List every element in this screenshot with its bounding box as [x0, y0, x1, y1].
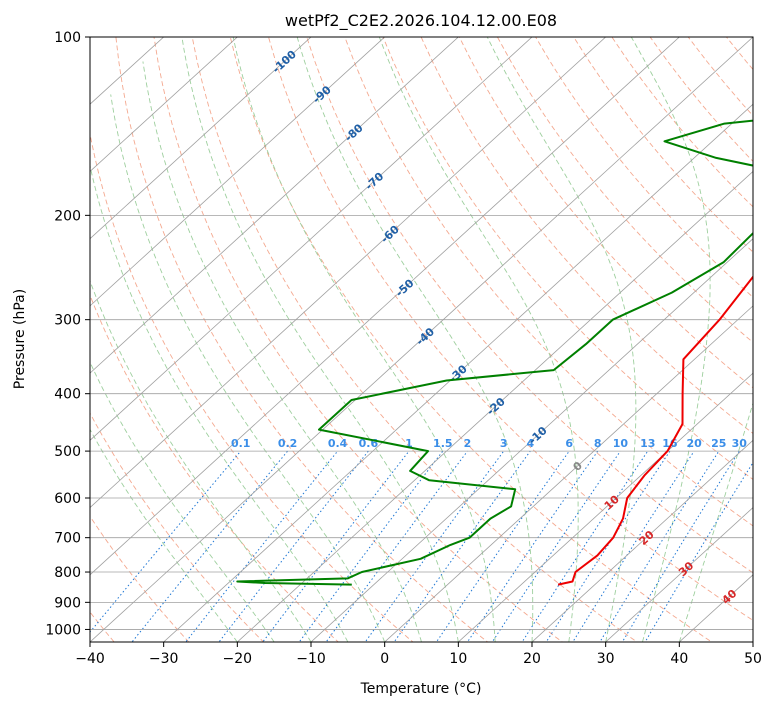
dewpoint-profile-line: [236, 119, 753, 586]
dry-adiabat-line: [90, 412, 265, 642]
moist-adiabat-line: [678, 401, 753, 642]
sounding-series: [236, 119, 753, 586]
mixing-ratio-label: 8: [594, 437, 602, 450]
y-tick-label: 300: [54, 313, 81, 329]
y-tick-label: 400: [54, 387, 81, 403]
isotherm-line: [90, 37, 533, 441]
moist-adiabat-line: [90, 163, 349, 642]
x-tick-label: 50: [744, 651, 762, 667]
x-axis-label: Temperature (°C): [360, 681, 482, 697]
temperature-profile-line: [557, 275, 753, 586]
mixing-ratio-label: 4: [526, 437, 534, 450]
x-tick-label: 0: [380, 651, 389, 667]
chart-title: wetPf2_C2E2.2026.104.12.00.E08: [285, 11, 557, 31]
isotherm-line: [163, 103, 753, 642]
isotherm-line: [90, 37, 607, 509]
dry-adiabat-line: [90, 131, 414, 642]
isotherm-line: [90, 37, 238, 172]
isotherm-line: [90, 37, 680, 576]
isotherm-line: [90, 37, 753, 642]
mixing-ratio-label: 1.5: [433, 437, 453, 450]
y-tick-label: 100: [54, 30, 81, 46]
moist-adiabat-line: [296, 37, 534, 642]
isobars: [90, 37, 753, 630]
isotherm-line: [384, 305, 753, 642]
y-tick-label: 1000: [45, 622, 81, 638]
isotherm-line: [90, 37, 312, 240]
y-tick-label: 500: [54, 444, 81, 460]
moist-adiabat-line: [378, 37, 579, 642]
x-tick-label: 20: [523, 651, 541, 667]
x-tick-label: −30: [149, 651, 179, 667]
isotherm-line: [310, 238, 753, 642]
isotherm-line: [531, 439, 753, 642]
plot-frame: [89, 36, 754, 643]
mixing-ratio-label: 25: [711, 437, 726, 450]
y-tick-label: 700: [54, 531, 81, 547]
mixing-ratio-label: 6: [565, 437, 573, 450]
x-tick-label: −10: [296, 651, 326, 667]
mixing-ratio-label: 10: [613, 437, 629, 450]
moist-adiabat-line: [486, 37, 637, 642]
mixing-ratio-label: 30: [732, 437, 748, 450]
y-axis-label: Pressure (hPa): [12, 289, 28, 389]
isotherm-line: [457, 372, 753, 642]
x-tick-label: 10: [449, 651, 467, 667]
y-tick-label: 800: [54, 565, 81, 581]
moist-adiabats: [90, 37, 753, 642]
x-tick-label: 40: [670, 651, 688, 667]
dry-adiabat-line: [90, 515, 190, 642]
dry-adiabat-line: [115, 37, 489, 642]
x-tick-label: −20: [223, 651, 253, 667]
dry-adiabat-line: [497, 37, 753, 344]
mixing-ratio-label: 0.1: [231, 437, 251, 450]
moist-adiabat-line: [90, 428, 238, 642]
isotherm-line: [90, 37, 386, 307]
y-tick-label: 900: [54, 595, 81, 611]
y-axis-ticks: 100 200 300 400 500 600 700 800 900 1000: [45, 30, 90, 638]
x-tick-label: −40: [75, 651, 105, 667]
y-tick-label: 200: [54, 208, 81, 224]
moist-adiabat-line: [181, 37, 459, 642]
dry-adiabat-line: [420, 37, 753, 435]
mixing-ratio-label: 13: [640, 437, 655, 450]
moist-adiabat-line: [630, 37, 711, 642]
x-tick-label: 30: [597, 651, 615, 667]
y-tick-label: 600: [54, 491, 81, 507]
mixing-ratio-label: 2: [464, 437, 472, 450]
mixing-ratio-label: 0.2: [278, 437, 298, 450]
isotherm-line: [90, 37, 459, 374]
mixing-ratio-label: 0.4: [328, 437, 348, 450]
mixing-ratio-label: 3: [500, 437, 508, 450]
x-axis-ticks: −40 −30 −20 −10 0 10 20 30 40 50: [75, 642, 762, 667]
moist-adiabat-line: [232, 37, 496, 642]
moist-adiabat-line: [110, 94, 386, 642]
mixing-ratio-label: 20: [686, 437, 702, 450]
moist-adiabat-line: [142, 61, 422, 642]
isotherm-line: [605, 507, 753, 642]
mixing-ratio-label: 1: [405, 437, 413, 450]
isotherm-line: [236, 170, 753, 642]
skewed-isotherms: [90, 37, 753, 642]
